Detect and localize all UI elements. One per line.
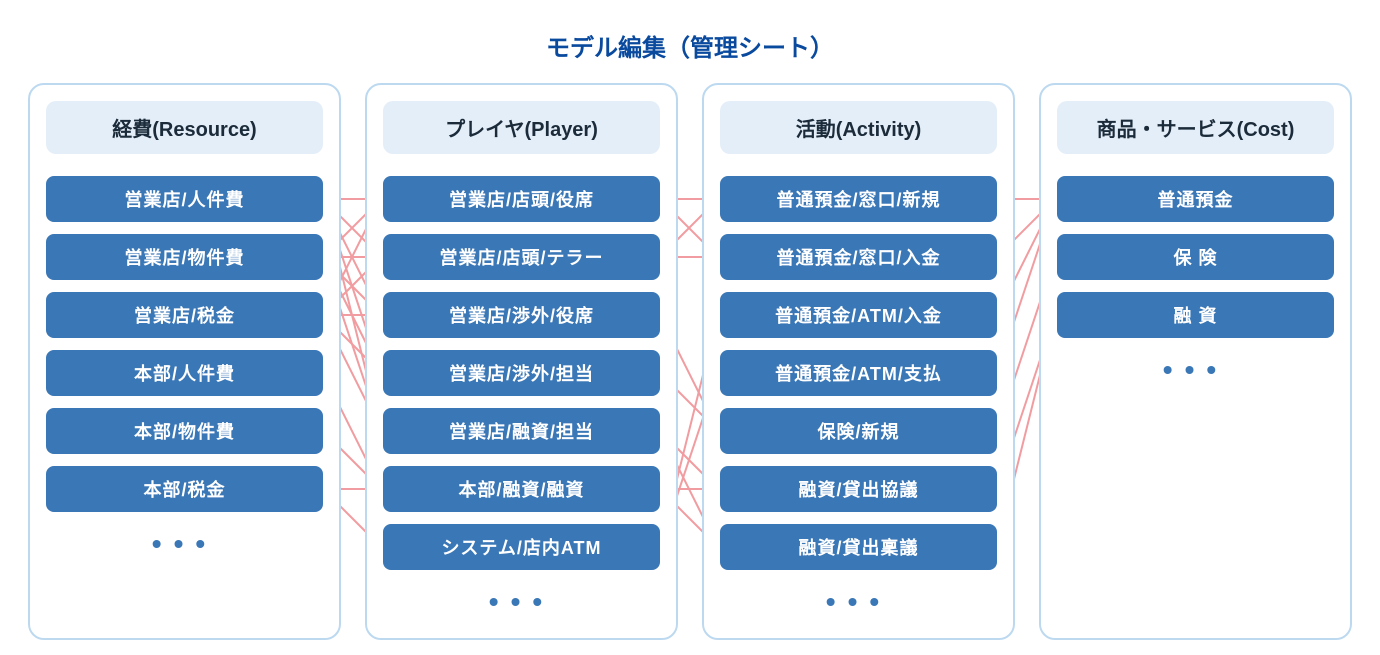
item-player-6: システム/店内ATM	[383, 524, 660, 570]
columns-container: 経費(Resource)営業店/人件費営業店/物件費営業店/税金本部/人件費本部…	[0, 83, 1380, 640]
item-activity-1: 普通預金/窓口/入金	[720, 234, 997, 280]
item-activity-6: 融資/貸出稟議	[720, 524, 997, 570]
item-resource-2: 営業店/税金	[46, 292, 323, 338]
column-header-activity: 活動(Activity)	[720, 101, 997, 154]
items-list: 営業店/店頭/役席営業店/店頭/テラー営業店/渉外/役席営業店/渉外/担当営業店…	[383, 176, 660, 570]
column-resource: 経費(Resource) 営業店/人件費営業店/物件費営業店/税金本部/人件費本部…	[28, 83, 341, 640]
column-header-cost: 商品・サービス(Cost)	[1057, 101, 1334, 154]
items-list: 普通預金保 険融 資	[1057, 176, 1334, 338]
ellipsis-icon: •••	[826, 586, 891, 618]
item-resource-4: 本部/物件費	[46, 408, 323, 454]
ellipsis-icon: •••	[152, 528, 217, 560]
column-player: プレイヤ(Player) 営業店/店頭/役席営業店/店頭/テラー営業店/渉外/役席…	[365, 83, 678, 640]
item-player-2: 営業店/渉外/役席	[383, 292, 660, 338]
item-player-1: 営業店/店頭/テラー	[383, 234, 660, 280]
items-list: 営業店/人件費営業店/物件費営業店/税金本部/人件費本部/物件費本部/税金	[46, 176, 323, 512]
item-resource-0: 営業店/人件費	[46, 176, 323, 222]
column-header-player: プレイヤ(Player)	[383, 101, 660, 154]
item-player-4: 営業店/融資/担当	[383, 408, 660, 454]
item-cost-1: 保 険	[1057, 234, 1334, 280]
item-player-3: 営業店/渉外/担当	[383, 350, 660, 396]
column-cost: 商品・サービス(Cost) 普通預金保 険融 資 •••	[1039, 83, 1352, 640]
ellipsis-icon: •••	[489, 586, 554, 618]
item-resource-3: 本部/人件費	[46, 350, 323, 396]
item-resource-5: 本部/税金	[46, 466, 323, 512]
page-title: モデル編集（管理シート）	[0, 0, 1380, 83]
item-activity-4: 保険/新規	[720, 408, 997, 454]
items-list: 普通預金/窓口/新規普通預金/窓口/入金普通預金/ATM/入金普通預金/ATM/…	[720, 176, 997, 570]
item-player-5: 本部/融資/融資	[383, 466, 660, 512]
item-activity-2: 普通預金/ATM/入金	[720, 292, 997, 338]
item-resource-1: 営業店/物件費	[46, 234, 323, 280]
item-activity-5: 融資/貸出協議	[720, 466, 997, 512]
item-activity-3: 普通預金/ATM/支払	[720, 350, 997, 396]
item-activity-0: 普通預金/窓口/新規	[720, 176, 997, 222]
item-cost-2: 融 資	[1057, 292, 1334, 338]
ellipsis-icon: •••	[1163, 354, 1228, 386]
item-cost-0: 普通預金	[1057, 176, 1334, 222]
item-player-0: 営業店/店頭/役席	[383, 176, 660, 222]
column-activity: 活動(Activity) 普通預金/窓口/新規普通預金/窓口/入金普通預金/ATM…	[702, 83, 1015, 640]
column-header-resource: 経費(Resource)	[46, 101, 323, 154]
